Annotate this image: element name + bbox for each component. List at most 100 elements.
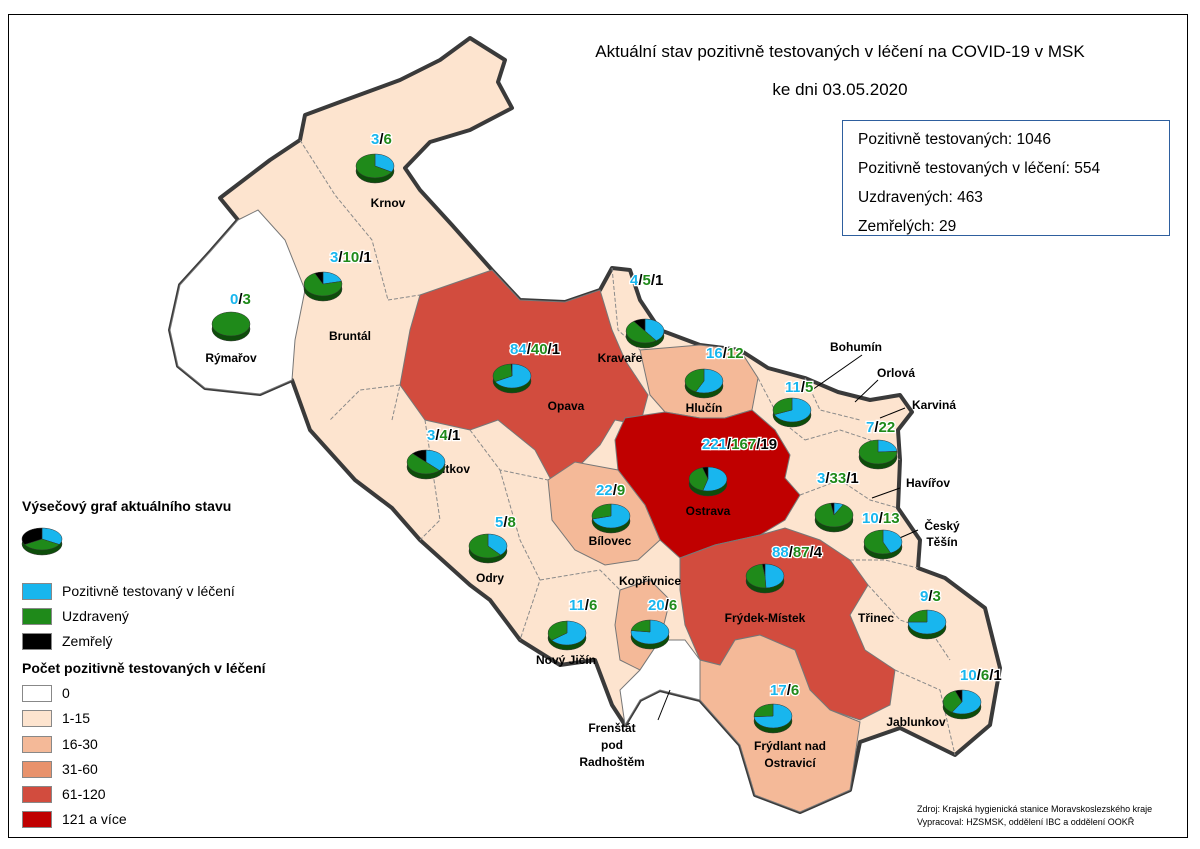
- legend-swatch-0: [22, 685, 52, 702]
- name-karvina: Karviná: [912, 398, 956, 412]
- pie-charts: [211, 153, 982, 734]
- district-17-sep-1: /: [585, 597, 590, 614]
- district-18-count-label: 9/3: [920, 588, 941, 605]
- legend-swatch-16-30: [22, 736, 52, 753]
- district-16-pie-slice-0: [764, 563, 785, 589]
- summary-box: Pozitivně testovaných: 1046 Pozitivně te…: [842, 120, 1170, 236]
- legend-swatch-recovered: [22, 608, 52, 625]
- district-11-in-treatment: 3: [817, 470, 825, 487]
- district-14-pie-slice-1: [863, 529, 891, 555]
- district-4-in-treatment: 4: [630, 272, 639, 289]
- district-rymarov: [169, 209, 306, 395]
- district-20-sep-1: /: [787, 682, 792, 699]
- district-4-count-label: 4/5/1: [630, 272, 663, 289]
- district-10-pie-slice-1: [688, 467, 709, 491]
- district-2-in-treatment: 0: [230, 291, 238, 308]
- summary-in-treatment: Pozitivně testovaných v léčení: 554: [858, 160, 1101, 177]
- district-17-count-label: 11/6: [569, 597, 597, 614]
- district-16-count-label: 88/87/4: [772, 544, 823, 561]
- district-16-pie-slice-1: [745, 563, 767, 589]
- district-9-deceased: 1: [452, 427, 460, 444]
- district-21-sep-2: /: [989, 667, 994, 684]
- district-13-recovered: 8: [508, 514, 516, 531]
- district-5-pie-slice-0: [695, 368, 724, 394]
- district-5-in-treatment: 16: [706, 345, 723, 362]
- district-1-in-treatment: 3: [330, 249, 338, 266]
- name-cesky-tesin-2: Těšín: [926, 535, 957, 549]
- name-havirov: Havířov: [906, 476, 950, 490]
- name-opava: Opava: [548, 399, 585, 413]
- district-4-sep-1: /: [638, 272, 643, 289]
- district-15-pie-slice-0: [630, 619, 670, 645]
- district-18-pie-slice-1: [907, 609, 928, 623]
- district-11-sep-2: /: [846, 470, 851, 487]
- legend-label-recovered: Uzdravený: [62, 608, 129, 624]
- district-6-in-treatment: 11: [785, 379, 801, 396]
- summary-deceased: Zemřelých: 29: [858, 218, 957, 235]
- district-20-in-treatment: 17: [770, 682, 787, 699]
- name-bilovec: Bílovec: [589, 534, 632, 548]
- map-frame: [8, 14, 1188, 838]
- district-9-count-label: 3/4/1: [427, 427, 460, 444]
- name-rymarov: Rýmařov: [205, 351, 257, 365]
- district-2-pie-slice-1: [211, 311, 251, 337]
- district-5-pie-slice-1: [684, 368, 705, 393]
- district-5-recovered: 12: [727, 345, 744, 362]
- name-jablunkov: Jablunkov: [886, 715, 946, 729]
- district-15-pie-slice-1: [630, 619, 651, 633]
- district-11-pie-slice-2: [830, 502, 835, 516]
- district-4-pie-slice-2: [633, 318, 646, 332]
- district-12-count-label: 22/9: [596, 482, 625, 499]
- district-12-pie-slice-1: [591, 503, 612, 520]
- district-3-deceased: 1: [552, 341, 560, 358]
- district-3-pie-slice-0: [494, 363, 532, 389]
- name-frenstat-1: Frenštát: [588, 721, 635, 735]
- district-11-pie-slice-1: [814, 502, 854, 528]
- district-11-recovered: 33: [830, 470, 847, 487]
- name-frenstat-2: pod: [601, 738, 623, 752]
- district-21-pie-slice-1: [942, 690, 963, 713]
- district-21-count-label: 10/6/1: [960, 667, 1002, 684]
- district-3-sep-2: /: [548, 341, 553, 358]
- legend-label-in-treatment: Pozitivně testovaný v léčení: [62, 583, 235, 599]
- legend-pie-title: Výsečový graf aktuálního stavu: [22, 498, 232, 514]
- name-frydlant-2: Ostravicí: [764, 756, 816, 770]
- legend-class-1-15: 1-15: [62, 710, 91, 726]
- district-17-recovered: 6: [589, 597, 597, 614]
- district-13-pie-slice-1: [468, 533, 502, 559]
- district-18-in-treatment: 9: [920, 588, 928, 605]
- district-9-sep-2: /: [448, 427, 453, 444]
- district-5-count-label: 16/12: [706, 345, 744, 362]
- district-17-pie-slice-0: [551, 620, 587, 646]
- district-20-pie-slice-0: [753, 703, 793, 729]
- name-frydek-mistek: Frýdek-Místek: [725, 611, 806, 625]
- district-10-pie-slice-2: [702, 466, 709, 480]
- district-14-sep-1: /: [879, 510, 884, 527]
- district-11-count-label: 3/33/1: [817, 470, 859, 487]
- district-10-count-label: 221/167/19: [702, 436, 777, 453]
- name-ostrava: Ostrava: [686, 504, 731, 518]
- district-frenstat: [619, 639, 701, 727]
- district-16-sep-2: /: [810, 544, 815, 561]
- district-15-in-treatment: 20: [648, 597, 665, 614]
- district-11-sep-1: /: [825, 470, 830, 487]
- summary-positive: Pozitivně testovaných: 1046: [858, 131, 1052, 148]
- district-0-pie-slice-1: [355, 153, 392, 179]
- district-11-deceased: 1: [850, 470, 858, 487]
- name-odry: Odry: [476, 571, 504, 585]
- legend-class-61-120: 61-120: [62, 786, 106, 802]
- district-10-sep-2: /: [756, 436, 761, 453]
- legend-swatch-in-treatment: [22, 583, 52, 600]
- district-9-in-treatment: 3: [427, 427, 435, 444]
- name-koprivnice: Kopřivnice: [619, 574, 681, 588]
- district-10-pie-slice-0: [702, 466, 728, 492]
- name-novy-jicin: Nový Jičín: [536, 653, 596, 667]
- district-15-sep-1: /: [665, 597, 670, 614]
- district-16-sep-1: /: [789, 544, 794, 561]
- legend-swatch-1-15: [22, 710, 52, 727]
- legend-swatch-deceased: [22, 633, 52, 650]
- district-4-deceased: 1: [655, 272, 663, 289]
- count-labels: 3/63/10/10/384/40/14/5/116/1211/57/223/4…: [229, 130, 1003, 701]
- district-13-count-label: 5/8: [495, 514, 516, 531]
